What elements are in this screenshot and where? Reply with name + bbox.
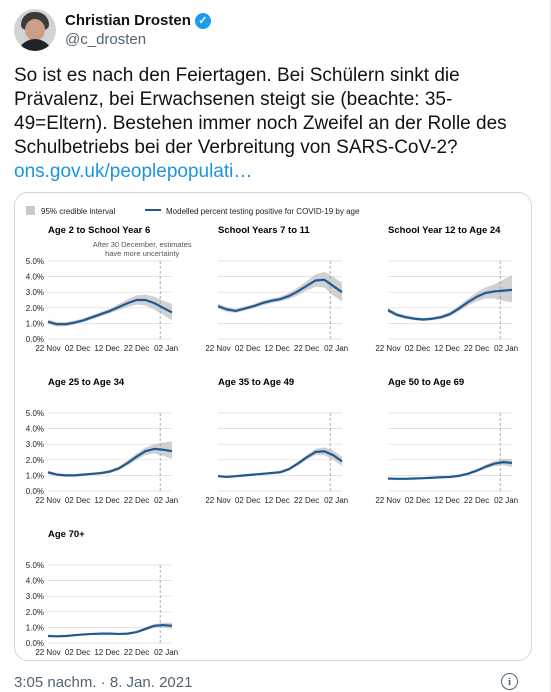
x-tick-label: 22 Dec [464, 344, 489, 353]
x-tick-label: 22 Dec [124, 648, 149, 657]
x-tick-label: 22 Dec [124, 344, 149, 353]
x-tick-label: 12 Dec [264, 344, 289, 353]
x-tick-label: 12 Dec [434, 496, 459, 505]
y-tick-label: 0.0% [26, 335, 44, 344]
legend-line-label: Modelled percent testing positive for CO… [166, 207, 360, 216]
y-tick-label: 1.0% [26, 471, 44, 480]
small-multiples-chart: 95% credible interval Modelled percent te… [26, 206, 518, 657]
y-tick-label: 0.0% [26, 487, 44, 496]
x-tick-label: 22 Dec [294, 496, 319, 505]
modelled-series-line [47, 623, 173, 638]
legend-band-swatch [26, 206, 35, 215]
x-tick-label: 02 Dec [405, 496, 430, 505]
y-tick-label: 3.0% [26, 288, 44, 297]
tweet-header: Christian Drosten ✓ @c_drosten [14, 8, 211, 52]
x-tick-label: 12 Dec [94, 648, 119, 657]
y-tick-label: 4.0% [26, 425, 44, 434]
x-tick-label: 02 Dec [65, 496, 90, 505]
x-tick-label: 12 Dec [94, 344, 119, 353]
x-tick-label: 02 Dec [65, 344, 90, 353]
x-tick-label: 02 Jan [154, 496, 178, 505]
uncertainty-note: After 30 December, estimates [93, 240, 192, 249]
y-tick-label: 5.0% [26, 409, 44, 418]
modelled-series-line [47, 298, 173, 326]
x-tick-label: 12 Dec [434, 344, 459, 353]
verified-badge-icon: ✓ [194, 12, 211, 29]
author-handle[interactable]: @c_drosten [65, 31, 147, 48]
y-tick-label: 0.0% [26, 639, 44, 648]
y-tick-label: 1.0% [26, 319, 44, 328]
x-tick-label: 02 Dec [65, 648, 90, 657]
info-icon[interactable]: i [501, 673, 518, 690]
x-tick-label: 22 Nov [35, 648, 60, 657]
tweet-footer: 3:05 nachm. · 8. Jan. 2021 i [14, 673, 534, 691]
panel-title: Age 25 to Age 34 [48, 377, 125, 388]
y-tick-label: 2.0% [26, 608, 44, 617]
name-row: Christian Drosten ✓ [65, 12, 211, 29]
modelled-series-line [387, 461, 513, 480]
panel-title: Age 70+ [48, 529, 85, 540]
y-tick-label: 5.0% [26, 561, 44, 570]
modelled-series-line [217, 278, 343, 313]
panel-title: School Year 12 to Age 24 [388, 225, 501, 236]
y-tick-label: 3.0% [26, 440, 44, 449]
modelled-series-line [387, 288, 513, 321]
x-tick-label: 02 Dec [405, 344, 430, 353]
panel-title: School Years 7 to 11 [218, 225, 310, 236]
x-tick-label: 02 Dec [235, 496, 260, 505]
y-tick-label: 2.0% [26, 304, 44, 313]
x-tick-label: 12 Dec [94, 496, 119, 505]
x-tick-label: 22 Dec [464, 496, 489, 505]
x-tick-label: 22 Nov [35, 344, 60, 353]
x-tick-label: 02 Dec [235, 344, 260, 353]
tweet-text: So ist es nach den Feiertagen. Bei Schül… [14, 65, 507, 158]
y-tick-label: 4.0% [26, 273, 44, 282]
x-tick-label: 22 Nov [375, 344, 400, 353]
credible-interval-band [48, 441, 172, 477]
tweet-body: So ist es nach den Feiertagen. Bei Schül… [14, 64, 534, 184]
y-tick-label: 4.0% [26, 577, 44, 586]
panel-title: Age 50 to Age 69 [388, 377, 464, 388]
x-tick-label: 02 Jan [494, 344, 518, 353]
x-tick-label: 02 Jan [154, 344, 178, 353]
x-tick-label: 02 Jan [324, 344, 348, 353]
modelled-series-line [47, 447, 173, 477]
y-tick-label: 1.0% [26, 623, 44, 632]
y-tick-label: 2.0% [26, 456, 44, 465]
x-tick-label: 22 Dec [124, 496, 149, 505]
x-tick-label: 22 Nov [375, 496, 400, 505]
tweet-timestamp[interactable]: 3:05 nachm. · 8. Jan. 2021 [14, 673, 193, 691]
x-tick-label: 02 Jan [324, 496, 348, 505]
x-tick-label: 02 Jan [494, 496, 518, 505]
credible-interval-band [388, 459, 512, 480]
x-tick-label: 22 Dec [294, 344, 319, 353]
y-tick-label: 3.0% [26, 592, 44, 601]
panel-title: Age 35 to Age 49 [218, 377, 294, 388]
y-tick-label: 5.0% [26, 257, 44, 266]
x-tick-label: 12 Dec [264, 496, 289, 505]
modelled-series-line [217, 450, 343, 479]
x-tick-label: 22 Nov [35, 496, 60, 505]
attached-chart-image[interactable]: 95% credible interval Modelled percent te… [14, 192, 532, 661]
author-display-name[interactable]: Christian Drosten [65, 12, 191, 29]
author-names: Christian Drosten ✓ @c_drosten [65, 12, 211, 48]
tweet-link[interactable]: ons.gov.uk/peoplepopulati… [14, 161, 253, 182]
legend-band-label: 95% credible interval [41, 207, 115, 216]
x-tick-label: 22 Nov [205, 496, 230, 505]
x-tick-label: 02 Jan [154, 648, 178, 657]
uncertainty-note: have more uncertainty [105, 249, 179, 258]
x-tick-label: 22 Nov [205, 344, 230, 353]
panel-title: Age 2 to School Year 6 [48, 225, 150, 236]
avatar[interactable] [14, 9, 56, 51]
